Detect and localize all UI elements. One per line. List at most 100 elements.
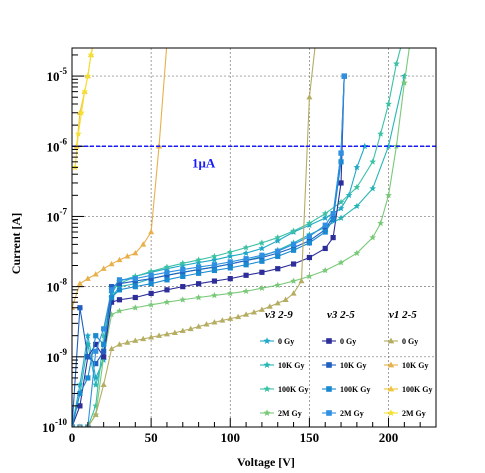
data-point bbox=[196, 270, 202, 276]
x-tick-label: 50 bbox=[145, 430, 158, 445]
data-point bbox=[148, 290, 154, 297]
data-point bbox=[101, 341, 107, 348]
data-point bbox=[116, 307, 123, 314]
data-point bbox=[108, 260, 115, 267]
data-point bbox=[116, 281, 123, 287]
data-point bbox=[322, 222, 328, 228]
data-point bbox=[298, 277, 305, 284]
data-point bbox=[75, 130, 82, 137]
data-point bbox=[338, 150, 344, 156]
data-point bbox=[116, 341, 123, 347]
data-point bbox=[353, 202, 361, 210]
data-point bbox=[116, 277, 123, 283]
data-point bbox=[306, 221, 313, 229]
series-v3-2-9-100K-Gy bbox=[72, 48, 402, 427]
data-point bbox=[124, 339, 131, 345]
data-point bbox=[131, 304, 139, 311]
y-tick-label: 10-5 bbox=[47, 66, 68, 84]
data-point bbox=[211, 291, 218, 299]
data-point bbox=[148, 228, 155, 235]
data-point bbox=[148, 334, 155, 340]
data-point bbox=[85, 354, 91, 360]
data-point bbox=[116, 287, 123, 293]
legend-swatch-marker bbox=[326, 410, 332, 416]
y-tick-label: 10-10 bbox=[42, 417, 67, 435]
data-point bbox=[290, 290, 297, 296]
data-point bbox=[87, 51, 95, 58]
legend-entry-label: 2M Gy bbox=[402, 409, 426, 418]
data-point bbox=[211, 278, 218, 284]
data-point bbox=[77, 305, 83, 311]
data-point bbox=[369, 234, 377, 241]
data-point bbox=[227, 315, 234, 321]
data-point bbox=[116, 297, 123, 303]
data-point bbox=[81, 88, 88, 95]
data-point bbox=[385, 100, 392, 107]
data-point bbox=[92, 411, 99, 417]
data-point bbox=[163, 330, 170, 337]
data-point bbox=[92, 381, 100, 388]
data-point bbox=[84, 72, 92, 79]
axis-ticks: 0 50 100 150 200 10-10 10-9 10-8 10-7 10-6 10-5 bbox=[42, 54, 421, 445]
data-point bbox=[226, 289, 234, 297]
data-point bbox=[179, 262, 187, 269]
data-point bbox=[306, 94, 313, 100]
series-line bbox=[74, 48, 93, 168]
data-point bbox=[227, 259, 233, 265]
series-v3-2-5-2M-Gy bbox=[72, 73, 347, 427]
data-point bbox=[337, 204, 345, 212]
y-tick-label: 10-7 bbox=[47, 206, 68, 224]
data-point bbox=[77, 403, 83, 409]
data-point bbox=[242, 244, 250, 251]
data-point bbox=[156, 332, 163, 338]
legend-entry-label: 100K Gy bbox=[402, 385, 432, 394]
data-point bbox=[196, 264, 202, 270]
data-point bbox=[108, 287, 115, 293]
data-point bbox=[211, 262, 218, 268]
data-point bbox=[108, 345, 115, 352]
legend-swatch-marker bbox=[263, 337, 271, 344]
data-point bbox=[171, 329, 178, 335]
data-point bbox=[226, 248, 234, 255]
data-point bbox=[259, 258, 265, 264]
series-v3-2-5-100K-Gy bbox=[72, 73, 347, 427]
legend-entry-label: 10K Gy bbox=[278, 361, 304, 370]
data-point bbox=[322, 245, 328, 252]
data-point bbox=[180, 284, 186, 290]
legend-swatch-marker bbox=[263, 361, 271, 368]
legend-swatch-marker bbox=[387, 337, 395, 344]
data-point bbox=[93, 333, 99, 339]
x-tick-label: 150 bbox=[300, 430, 320, 445]
data-point bbox=[337, 198, 345, 205]
data-point bbox=[101, 354, 107, 360]
data-point bbox=[164, 269, 170, 275]
legend-swatch-marker bbox=[387, 385, 395, 392]
data-point bbox=[148, 272, 154, 278]
data-point bbox=[306, 272, 313, 280]
data-point bbox=[274, 237, 282, 244]
data-point bbox=[258, 306, 265, 312]
data-point bbox=[322, 229, 328, 235]
data-point bbox=[147, 267, 155, 275]
data-point bbox=[196, 281, 202, 287]
legend-column-heading: v3 2-5 bbox=[327, 309, 355, 321]
data-point bbox=[321, 214, 329, 221]
data-point bbox=[330, 234, 336, 241]
data-point bbox=[179, 259, 187, 267]
reference-line-layer: 1μA bbox=[72, 145, 436, 170]
data-point bbox=[330, 210, 336, 217]
legend-swatch-marker bbox=[326, 338, 332, 344]
data-point bbox=[274, 300, 281, 306]
data-point bbox=[274, 234, 282, 241]
legend-entry-label: 0 Gy bbox=[402, 337, 418, 346]
legend-swatch-marker bbox=[326, 362, 332, 368]
data-point bbox=[101, 348, 107, 354]
data-point bbox=[306, 219, 313, 227]
data-point bbox=[140, 241, 147, 247]
data-point bbox=[235, 313, 242, 320]
data-point bbox=[203, 321, 210, 327]
data-point bbox=[385, 142, 392, 150]
data-point bbox=[259, 269, 265, 275]
data-point bbox=[179, 327, 186, 333]
legend-column-heading: v3 2-9 bbox=[265, 309, 293, 321]
